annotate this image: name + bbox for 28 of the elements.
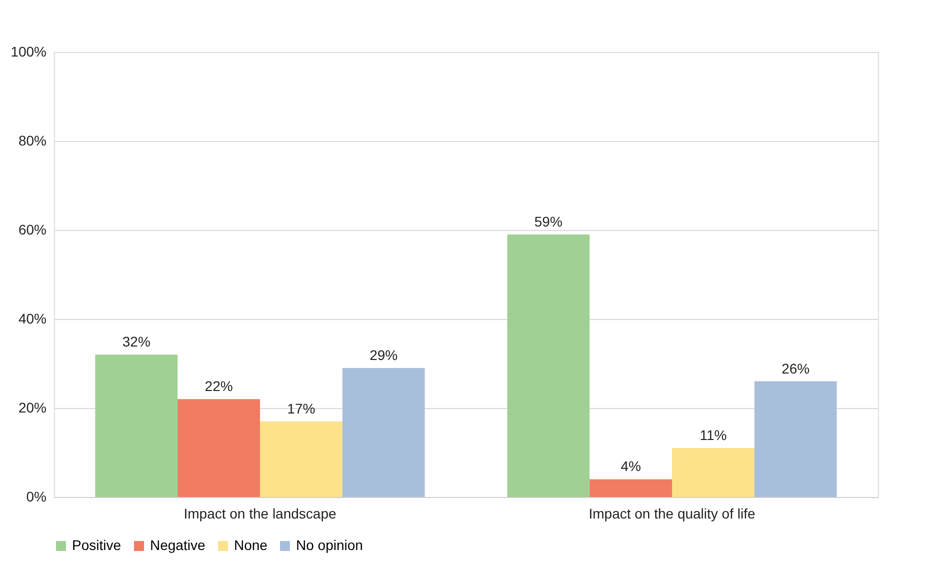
data-label: 26% — [782, 360, 810, 376]
legend-label: No opinion — [296, 537, 363, 553]
bar — [754, 381, 837, 497]
bar — [590, 479, 672, 497]
legend-label: Negative — [150, 537, 206, 553]
x-tick-label: Impact on the landscape — [184, 506, 336, 522]
data-label: 59% — [534, 213, 562, 230]
bar — [507, 234, 590, 497]
data-label: 22% — [204, 378, 233, 394]
bar — [260, 421, 342, 497]
bar — [672, 448, 754, 497]
y-tick-label: 60% — [18, 222, 46, 238]
data-label: 11% — [700, 427, 727, 444]
data-label: 17% — [287, 400, 316, 416]
y-tick-label: 40% — [18, 310, 46, 326]
legend-label: None — [234, 537, 268, 553]
data-label: 29% — [370, 346, 398, 363]
y-tick-label: 0% — [26, 488, 46, 504]
data-label: 32% — [122, 334, 150, 350]
x-tick-label: Impact on the quality of life — [588, 506, 756, 522]
y-tick-label: 100% — [10, 44, 46, 60]
bar — [342, 368, 425, 497]
y-tick-label: 80% — [18, 132, 46, 148]
bar — [95, 354, 178, 497]
legend-label: Positive — [72, 537, 122, 553]
bar — [178, 399, 260, 497]
y-tick-label: 20% — [18, 400, 46, 416]
data-label: 4% — [620, 458, 641, 474]
